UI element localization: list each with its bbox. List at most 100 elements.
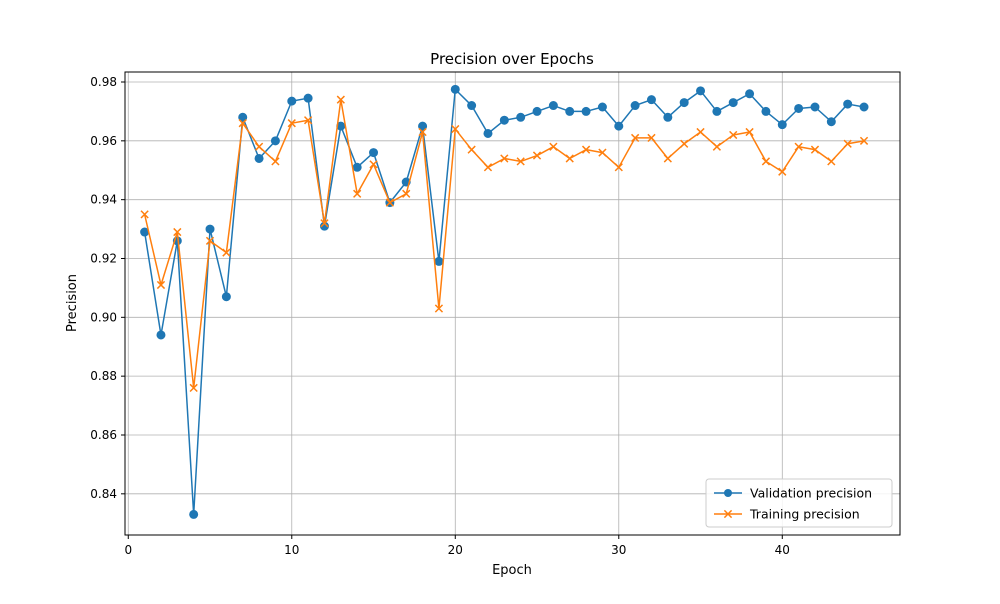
x-tick-label: 0 (124, 543, 132, 557)
validation-precision-point (679, 98, 689, 108)
training-precision-point (729, 130, 738, 140)
y-tick-label: 0.84 (90, 487, 117, 501)
training-precision-point (385, 198, 395, 207)
y-tick-label: 0.90 (90, 310, 117, 324)
training-precision-point (647, 133, 656, 143)
validation-precision-point (254, 153, 264, 163)
validation-precision-point (826, 117, 836, 127)
series-layer (140, 84, 869, 519)
validation-precision-point (761, 106, 771, 116)
y-tick-label: 0.88 (90, 369, 117, 383)
validation-precision-point (156, 330, 166, 340)
validation-precision-point (712, 106, 722, 116)
training-precision-point (778, 167, 787, 176)
training-precision-point (581, 145, 591, 154)
validation-precision-point (859, 102, 869, 112)
training-precision-point (745, 127, 754, 137)
validation-precision-point (794, 103, 804, 113)
x-tick-label: 20 (448, 543, 463, 557)
y-tick-label: 0.96 (90, 134, 117, 148)
validation-precision-point (483, 128, 493, 138)
validation-precision-point (843, 99, 853, 109)
validation-precision-series (140, 84, 869, 519)
x-axis-label: Epoch (492, 563, 532, 578)
training-precision-point (761, 157, 771, 166)
validation-precision-point (532, 106, 542, 116)
validation-precision-point (663, 112, 673, 122)
training-precision-point (794, 142, 803, 151)
training-precision-point (287, 119, 296, 128)
training-precision-point (500, 154, 509, 163)
training-precision-point (630, 133, 640, 143)
validation-precision-point (189, 509, 199, 519)
training-precision-point (549, 142, 558, 151)
x-tick-label: 30 (611, 543, 626, 557)
legend-marker-training-precision (723, 509, 733, 519)
training-precision-point (483, 163, 493, 172)
training-precision-point (173, 227, 182, 237)
training-precision-point (222, 248, 231, 257)
validation-precision-point (467, 101, 477, 111)
validation-precision-point (581, 106, 591, 116)
validation-precision-point (630, 101, 640, 111)
training-precision-point (353, 189, 362, 198)
training-precision-point (598, 148, 607, 157)
training-precision-point (418, 127, 427, 137)
training-precision-point (369, 160, 378, 169)
training-precision-point (336, 95, 345, 104)
training-precision-point (303, 116, 313, 125)
training-precision-point (859, 136, 869, 145)
training-precision-point (843, 139, 852, 148)
plot-frame (124, 71, 901, 536)
training-precision-point (565, 154, 574, 163)
validation-precision-point (221, 292, 231, 302)
validation-precision-point (745, 89, 755, 99)
legend: Validation precision Training precision (705, 478, 893, 528)
training-precision-point (696, 127, 705, 137)
y-tick-label: 0.98 (90, 75, 117, 89)
legend-label-validation-precision: Validation precision (750, 486, 872, 501)
training-precision-point (402, 189, 411, 198)
training-precision-point (467, 145, 476, 154)
training-precision-point (680, 139, 689, 148)
training-precision-point (810, 145, 820, 154)
y-tick-label: 0.86 (90, 428, 117, 442)
validation-precision-point (614, 121, 624, 131)
training-precision-point (614, 163, 623, 172)
validation-precision-point (516, 112, 526, 122)
validation-precision-point (434, 256, 444, 266)
validation-precision-point (597, 102, 607, 112)
legend-label-training-precision: Training precision (749, 507, 860, 522)
training-precision-series (140, 95, 869, 393)
validation-precision-point (696, 86, 706, 96)
training-precision-point (189, 383, 198, 393)
validation-precision-point (270, 136, 280, 146)
training-precision-point (827, 157, 836, 166)
y-tick-label: 0.92 (90, 251, 117, 265)
training-precision-point (532, 151, 542, 160)
y-tick-label: 0.94 (90, 193, 117, 207)
training-precision-point (434, 304, 444, 313)
validation-precision-point (205, 224, 215, 234)
validation-precision-point (303, 93, 313, 103)
training-precision-point (451, 124, 460, 134)
training-precision-point (663, 154, 672, 163)
legend-box (705, 478, 893, 528)
validation-precision-point (499, 115, 509, 125)
validation-precision-point (287, 96, 297, 106)
validation-precision-point (810, 102, 820, 112)
training-precision-point (140, 210, 149, 219)
x-tick-label: 40 (775, 543, 790, 557)
training-precision-point (205, 236, 215, 245)
validation-precision-point (565, 106, 575, 116)
validation-precision-point (548, 101, 558, 111)
validation-precision-point (728, 98, 738, 108)
validation-precision-point (777, 120, 787, 130)
validation-precision-point (418, 121, 428, 131)
validation-precision-point (369, 148, 379, 158)
validation-precision-point (450, 84, 460, 94)
axes: 0 10 20 30 40 0.84 0.86 0.88 0.90 0.92 0.94 0.96 0.9… (90, 75, 790, 557)
x-tick-label: 10 (284, 543, 299, 557)
